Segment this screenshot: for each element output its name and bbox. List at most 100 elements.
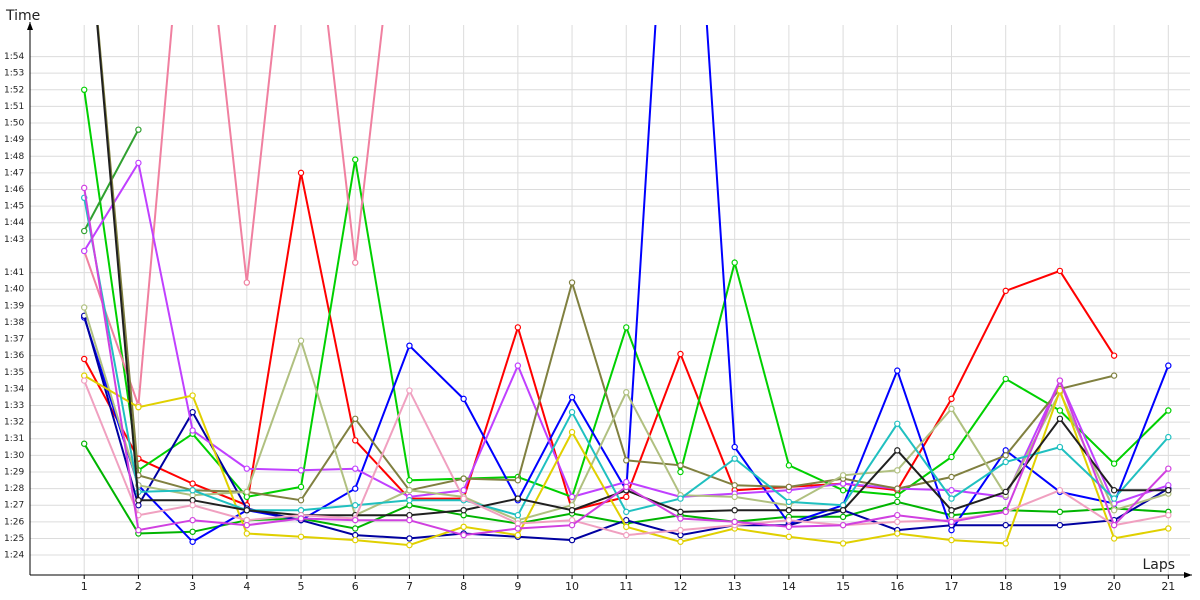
point	[297, 533, 305, 540]
point	[460, 395, 467, 403]
point	[894, 420, 901, 427]
point	[1002, 458, 1009, 466]
point	[1056, 443, 1064, 451]
point	[948, 453, 955, 461]
x-tick-label: 5	[298, 580, 305, 593]
point	[1110, 495, 1118, 502]
point	[352, 485, 359, 492]
y-tick-label: 1:38	[4, 318, 24, 328]
point	[677, 526, 684, 534]
y-tick-label: 1:24	[4, 551, 24, 561]
point	[135, 497, 142, 504]
y-arrow	[27, 22, 33, 30]
point	[352, 437, 359, 444]
series-line	[96, 25, 1115, 502]
x-tick-label: 13	[728, 580, 742, 593]
point	[297, 337, 305, 344]
point	[1056, 377, 1064, 384]
point	[785, 483, 793, 491]
point	[568, 428, 576, 436]
point	[189, 408, 196, 416]
point	[568, 493, 576, 501]
point	[1056, 387, 1064, 394]
point	[1165, 433, 1172, 441]
point	[785, 498, 793, 506]
point	[677, 350, 684, 358]
point	[135, 159, 142, 167]
point	[948, 495, 955, 502]
point	[81, 247, 88, 255]
point	[1002, 540, 1009, 547]
point	[81, 377, 88, 384]
point	[81, 355, 88, 363]
y-tick-label: 1:26	[4, 517, 24, 527]
x-tick-label: 10	[565, 580, 579, 593]
point	[731, 455, 738, 462]
y-tick-label: 1:30	[4, 451, 24, 461]
point	[894, 467, 901, 474]
x-tick-label: 9	[514, 580, 521, 593]
y-tick-label: 1:46	[4, 185, 24, 195]
y-tick-label: 1:41	[4, 268, 24, 278]
y-tick-label: 1:53	[4, 69, 24, 79]
point	[894, 485, 901, 492]
point	[948, 536, 955, 544]
point	[189, 427, 196, 434]
y-tick-label: 1:40	[4, 285, 24, 295]
point	[352, 156, 359, 163]
x-tick-label: 6	[352, 580, 359, 593]
point	[1056, 407, 1064, 414]
point	[460, 487, 467, 494]
point	[189, 392, 196, 399]
point	[1056, 415, 1064, 423]
point	[1002, 488, 1009, 496]
y-tick-label: 1:32	[4, 418, 24, 428]
point	[1165, 525, 1172, 532]
point	[352, 465, 359, 472]
point	[568, 506, 576, 514]
point	[297, 515, 305, 522]
point	[460, 475, 467, 482]
point	[406, 541, 413, 549]
x-tick-label: 1	[81, 580, 88, 593]
y-tick-label: 1:39	[4, 301, 24, 311]
point	[406, 535, 413, 542]
point	[894, 447, 901, 454]
x-arrow	[1184, 572, 1192, 578]
point	[460, 506, 467, 514]
point	[514, 525, 522, 532]
x-tick-label: 16	[890, 580, 904, 593]
point	[243, 465, 251, 472]
point	[731, 506, 738, 514]
point	[623, 324, 630, 331]
point	[785, 533, 793, 540]
point	[785, 462, 793, 469]
point	[514, 531, 522, 539]
point	[189, 516, 196, 524]
y-tick-label: 1:28	[4, 484, 24, 494]
point	[243, 530, 251, 537]
y-tick-label: 1:54	[4, 52, 24, 62]
point	[1056, 267, 1064, 275]
y-tick-label: 1:37	[4, 335, 24, 345]
point	[731, 518, 738, 526]
point	[297, 483, 305, 491]
point	[189, 487, 196, 494]
point	[839, 472, 847, 479]
point	[677, 515, 684, 522]
x-tick-label: 2	[135, 580, 142, 593]
point	[352, 502, 359, 509]
point	[243, 488, 251, 496]
point	[568, 521, 576, 529]
point	[894, 367, 901, 374]
y-tick-label: 1:33	[4, 401, 24, 411]
point	[677, 508, 684, 516]
x-tick-label: 8	[460, 580, 467, 593]
point	[948, 405, 955, 413]
point	[352, 259, 359, 266]
point	[568, 394, 576, 401]
point	[1002, 375, 1009, 383]
point	[81, 304, 88, 311]
point	[894, 511, 901, 519]
point	[731, 493, 738, 501]
